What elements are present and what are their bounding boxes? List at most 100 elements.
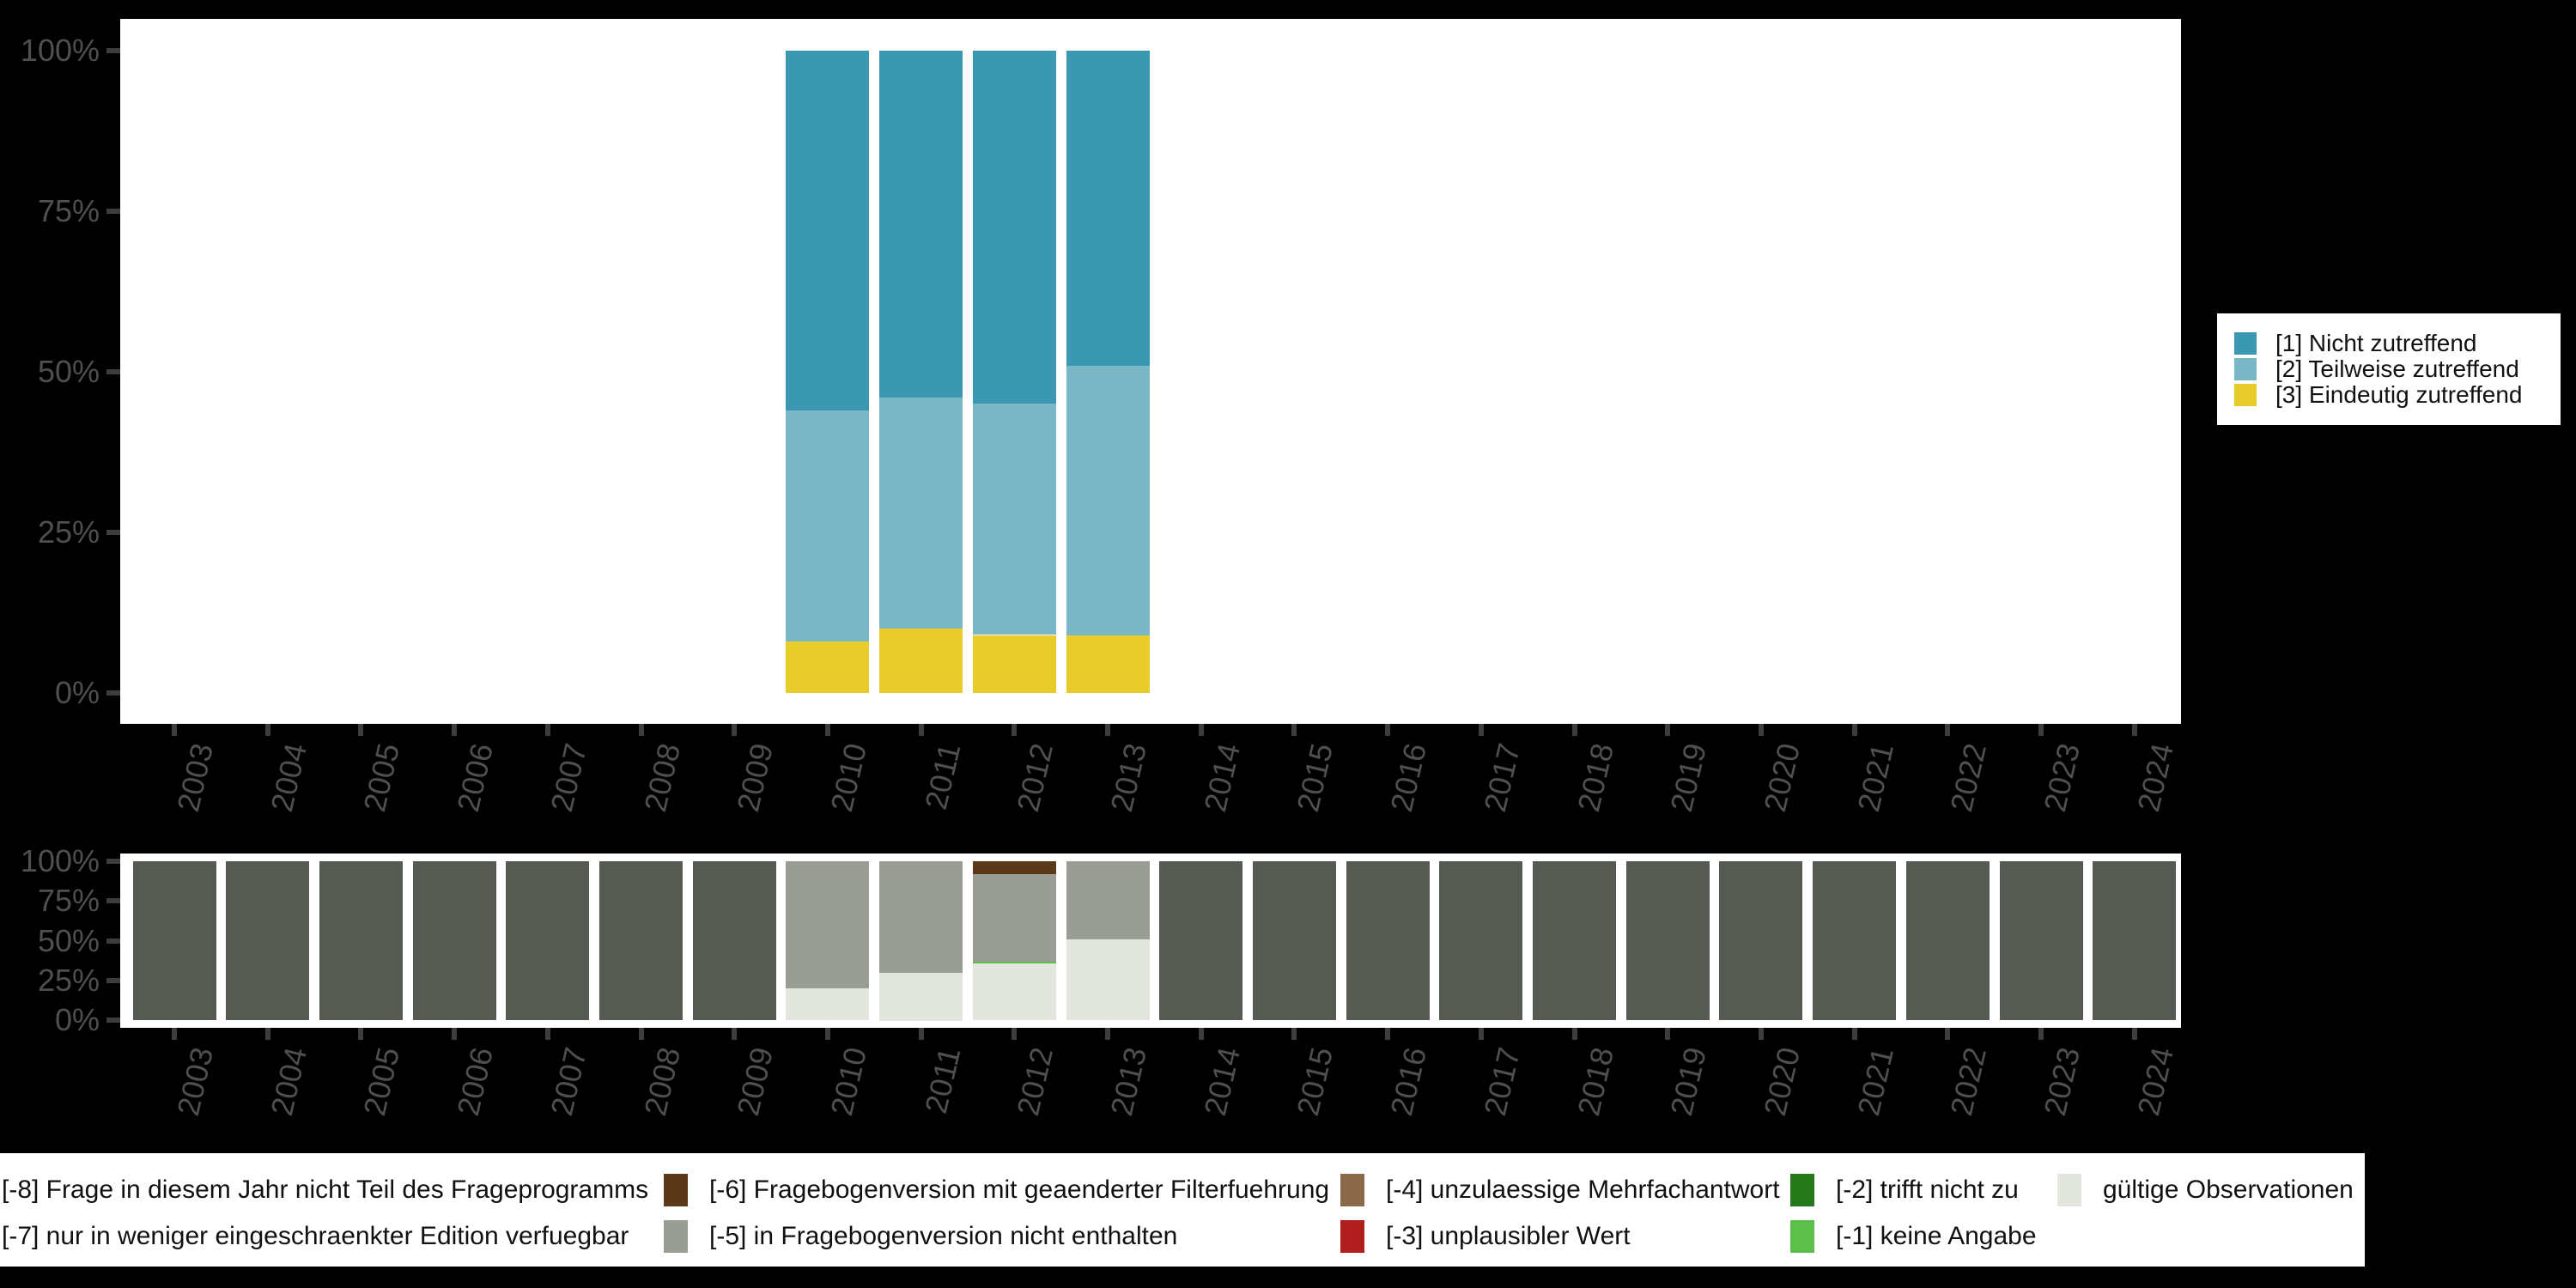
y-axis-tick	[106, 690, 120, 696]
legend-item-label: [2] Teilweise zutreffend	[2275, 355, 2519, 382]
x-axis-label: 2006	[450, 1043, 500, 1120]
legend-color-swatch	[1340, 1174, 1364, 1206]
x-axis-tick	[358, 724, 363, 736]
legend-item: [1] Nicht zutreffend	[2234, 330, 2561, 356]
x-axis-label: 2019	[1663, 1043, 1713, 1120]
x-axis-label: 2011	[917, 739, 967, 813]
x-axis-label: 2015	[1290, 1043, 1340, 1120]
x-axis-label: 2004	[264, 739, 313, 816]
x-axis-tick	[732, 1028, 737, 1040]
x-axis-tick	[1852, 1028, 1857, 1040]
x-axis-label: 2022	[1943, 1043, 1993, 1120]
x-axis-tick	[1572, 724, 1577, 736]
x-axis-tick	[1385, 1028, 1390, 1040]
plot-area	[120, 19, 2181, 724]
x-axis-label: 2008	[637, 739, 687, 816]
x-axis-tick	[1945, 724, 1950, 736]
legend-color-swatch	[1340, 1220, 1364, 1253]
bar-segment	[1533, 861, 1616, 1020]
x-axis-tick	[1852, 724, 1857, 736]
bar-segment	[786, 988, 869, 1020]
legend-box: [1] Nicht zutreffend [2] Teilweise zutref…	[2217, 313, 2561, 425]
x-axis-tick	[1012, 724, 1017, 736]
x-axis-label: 2009	[730, 1043, 780, 1120]
x-axis-label: 2015	[1290, 739, 1340, 816]
y-axis-tick	[106, 530, 120, 535]
x-axis-tick	[1291, 724, 1297, 736]
y-axis-tick	[106, 369, 120, 374]
legend-item-label: [-5] in Fragebogenversion nicht enthalte…	[709, 1222, 1178, 1250]
bar-segment	[786, 861, 869, 988]
legend-item-label: [-2] trifft nicht zu	[1836, 1176, 2019, 1204]
legend-panel: [-8] Frage in diesem Jahr nicht Teil des…	[0, 1153, 2365, 1267]
x-axis-label: 2018	[1571, 739, 1620, 816]
x-axis-label: 2011	[917, 1043, 967, 1117]
y-axis-label: 50%	[37, 923, 100, 958]
x-axis-tick	[265, 1028, 270, 1040]
x-axis-tick	[919, 724, 924, 736]
bar-segment	[879, 629, 963, 693]
bar-segment	[1253, 861, 1336, 1020]
legend-color-swatch	[664, 1220, 688, 1253]
x-axis-tick	[1665, 724, 1670, 736]
x-axis-label: 2007	[544, 1043, 593, 1120]
x-axis-label: 2017	[1477, 1043, 1527, 1120]
x-axis-label: 2019	[1663, 739, 1713, 816]
x-axis-tick	[639, 724, 644, 736]
bar-segment	[973, 635, 1056, 693]
bar-segment	[693, 861, 776, 1020]
x-axis-label: 2010	[823, 739, 873, 816]
x-axis-label: 2023	[2037, 739, 2087, 816]
bar-segment	[506, 861, 589, 1020]
bar-segment	[879, 51, 963, 398]
legend-color-swatch	[2057, 1174, 2081, 1206]
x-axis-tick	[1199, 724, 1204, 736]
x-axis-label: 2012	[1010, 1043, 1060, 1120]
x-axis-tick	[172, 724, 177, 736]
x-axis-tick	[825, 724, 830, 736]
x-axis-label: 2018	[1571, 1043, 1620, 1120]
x-axis-tick	[732, 724, 737, 736]
legend-color-swatch	[2234, 384, 2257, 406]
legend-item-label: gültige Observationen	[2103, 1176, 2354, 1204]
x-axis-label: 2014	[1197, 1043, 1247, 1120]
x-axis-tick	[172, 1028, 177, 1040]
legend-item: [2] Teilweise zutreffend	[2234, 355, 2561, 382]
legend-color-swatch	[1790, 1220, 1814, 1253]
bar-segment	[1813, 861, 1896, 1020]
x-axis-label: 2005	[356, 1043, 406, 1120]
x-axis-tick	[2038, 724, 2044, 736]
x-axis-tick	[919, 1028, 924, 1040]
x-axis-tick	[452, 724, 457, 736]
x-axis-tick	[1199, 1028, 1204, 1040]
y-axis-label: 25%	[37, 963, 100, 998]
bar-segment	[973, 962, 1056, 963]
x-axis-label: 2003	[170, 739, 220, 816]
bar-segment	[1159, 861, 1242, 1020]
bar-segment	[1906, 861, 1990, 1020]
x-axis-label: 2013	[1103, 1043, 1153, 1120]
legend-item: [3] Eindeutig zutreffend	[2234, 381, 2561, 408]
bar-segment	[599, 861, 683, 1020]
y-axis-label: 100%	[20, 33, 100, 68]
x-axis-label: 2024	[2130, 739, 2180, 816]
y-axis-label: 75%	[37, 193, 100, 228]
bar-segment	[2093, 861, 2176, 1020]
x-axis-tick	[1759, 724, 1764, 736]
y-axis-tick	[106, 209, 120, 214]
x-axis-tick	[2038, 1028, 2044, 1040]
y-axis-label: 100%	[20, 843, 100, 878]
x-axis-label: 2016	[1383, 1043, 1433, 1120]
x-axis-tick	[825, 1028, 830, 1040]
legend-item-label: [-8] Frage in diesem Jahr nicht Teil des…	[2, 1176, 649, 1204]
legend-item-label: [-3] unplausibler Wert	[1386, 1222, 1631, 1250]
x-axis-tick	[1572, 1028, 1577, 1040]
bar-segment	[319, 861, 403, 1020]
legend-item-label: [-6] Fragebogenversion mit geaenderter F…	[709, 1176, 1330, 1204]
x-axis-tick	[1385, 724, 1390, 736]
x-axis-tick	[2132, 1028, 2137, 1040]
bar-segment	[786, 410, 869, 641]
bar-segment	[786, 51, 869, 410]
x-axis-tick	[1665, 1028, 1670, 1040]
